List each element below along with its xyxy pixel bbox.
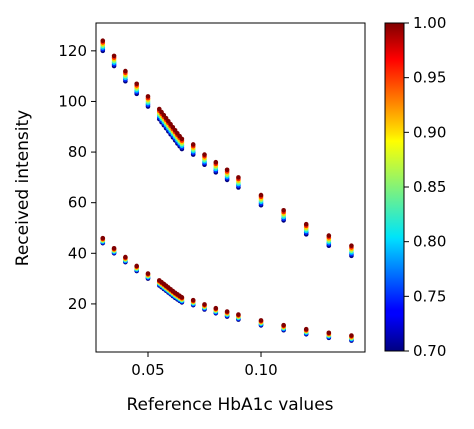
data-point — [111, 245, 117, 251]
colorbar-tick-label: 0.90 — [413, 123, 446, 141]
data-point — [258, 192, 264, 198]
y-tick-label: 100 — [58, 92, 87, 110]
colorbar-tick-label: 0.85 — [413, 178, 446, 196]
y-axis-label: Received intensity — [13, 110, 33, 266]
data-point — [213, 159, 219, 165]
data-point — [281, 322, 286, 328]
colorbar-tick-label: 0.75 — [413, 287, 446, 305]
colorbar-ticks: 0.70 0.75 0.80 0.85 0.90 0.95 1.00 — [404, 14, 446, 360]
colorbar-tick-label: 0.70 — [413, 342, 446, 360]
data-point — [202, 152, 207, 157]
data-point — [303, 326, 309, 332]
colorbar — [384, 22, 405, 352]
data-point — [123, 254, 128, 260]
data-point — [326, 233, 332, 238]
data-point — [100, 38, 106, 44]
y-tick-label: 60 — [68, 194, 87, 212]
data-point — [224, 309, 230, 314]
data-point — [145, 271, 151, 276]
data-point — [111, 53, 117, 59]
y-tick-label: 80 — [68, 143, 87, 161]
data-point — [236, 312, 241, 317]
scatter-points — [100, 38, 354, 343]
x-tick-label: 0.10 — [244, 361, 277, 379]
x-tick-label: 0.05 — [131, 361, 164, 379]
y-tick-label: 20 — [68, 295, 87, 313]
data-point — [179, 136, 185, 142]
data-point — [326, 330, 332, 336]
data-point — [224, 167, 230, 173]
colorbar-tick-label: 0.95 — [413, 69, 446, 87]
data-point — [303, 221, 309, 227]
y-tick-label: 120 — [58, 42, 87, 60]
y-tick-label: 40 — [68, 244, 87, 262]
data-point — [190, 297, 196, 303]
data-point — [123, 68, 128, 74]
colorbar-tick-label: 1.00 — [413, 14, 446, 32]
data-point — [258, 318, 264, 323]
data-point — [281, 207, 286, 213]
data-point — [134, 81, 139, 87]
data-point — [145, 94, 151, 99]
data-point — [202, 302, 207, 307]
data-point — [190, 142, 196, 147]
data-point — [236, 175, 241, 180]
data-point — [349, 243, 354, 249]
x-axis: 0.05 0.10 — [131, 352, 278, 379]
data-point — [100, 235, 106, 241]
plot-frame — [95, 22, 366, 353]
data-point — [134, 263, 139, 269]
y-axis: 20 40 60 80 100 120 — [58, 42, 96, 313]
colorbar-tick-label: 0.80 — [413, 233, 446, 251]
data-point — [179, 295, 185, 300]
x-axis-label: Reference HbA1c values — [126, 395, 333, 415]
data-point — [349, 333, 354, 338]
data-point — [213, 305, 219, 311]
